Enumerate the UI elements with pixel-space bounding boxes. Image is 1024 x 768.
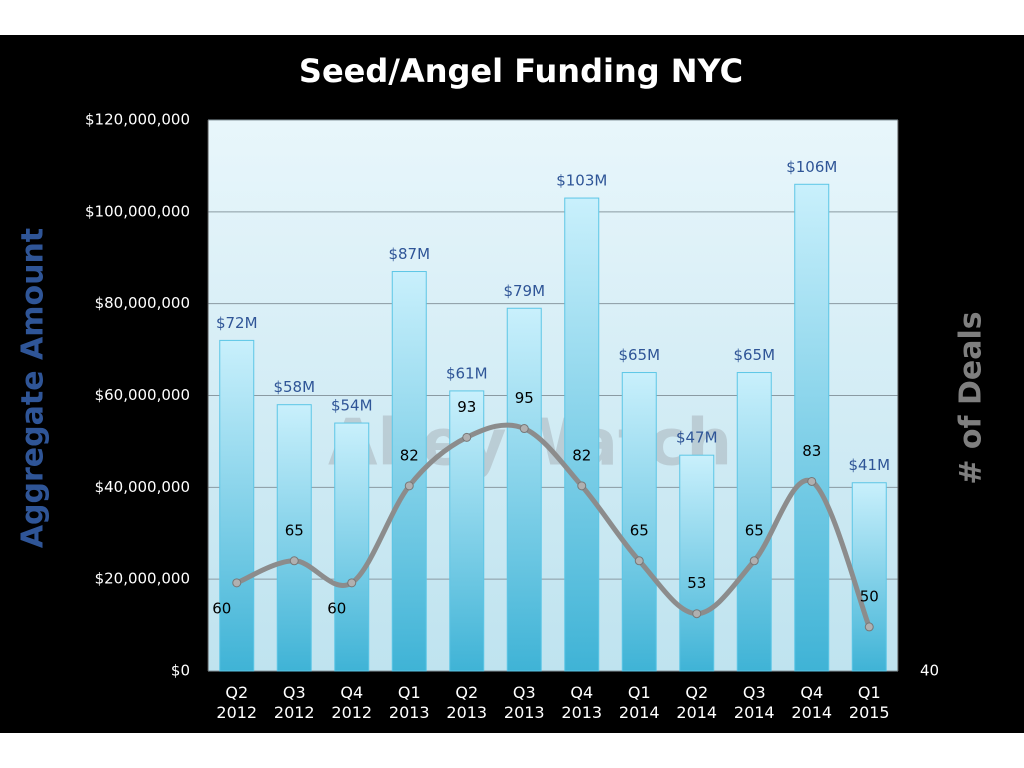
y-tick-label: $100,000,000 xyxy=(85,202,190,220)
bar-value-label: $65M xyxy=(618,346,660,364)
y2-tick-label: 40 xyxy=(920,662,939,680)
deals-value-label: 82 xyxy=(572,446,591,464)
bar-value-label: $54M xyxy=(331,397,373,415)
bar xyxy=(621,372,657,672)
deals-point xyxy=(577,481,587,491)
bar xyxy=(276,404,312,672)
deals-point xyxy=(347,578,357,588)
x-tick-label: Q1 2013 xyxy=(388,683,430,722)
y2-axis-label: # of Deals xyxy=(954,311,989,484)
deals-point xyxy=(749,556,759,566)
y-axis-label: Aggregate Amount xyxy=(16,228,51,548)
y-tick-label: $120,000,000 xyxy=(85,111,190,129)
deals-point xyxy=(692,609,702,619)
y-tick-label: $40,000,000 xyxy=(95,478,190,496)
bar-value-label: $61M xyxy=(446,364,488,382)
deals-point xyxy=(404,481,414,491)
x-tick-label: Q2 2012 xyxy=(216,683,258,722)
bar xyxy=(219,339,255,672)
bar-value-label: $106M xyxy=(786,158,837,176)
bar-value-label: $103M xyxy=(556,172,607,190)
x-tick-label: Q1 2014 xyxy=(618,683,660,722)
bar xyxy=(794,183,830,672)
x-tick-label: Q2 2014 xyxy=(676,683,718,722)
y-tick-label: $20,000,000 xyxy=(95,570,190,588)
bar-value-label: $65M xyxy=(733,346,775,364)
deals-value-label: 65 xyxy=(285,521,304,539)
bar xyxy=(334,422,370,672)
x-tick-label: Q3 2013 xyxy=(503,683,545,722)
deals-value-label: 50 xyxy=(860,587,879,605)
bar-value-label: $79M xyxy=(503,282,545,300)
bar xyxy=(851,482,887,672)
deals-point xyxy=(864,622,874,632)
x-tick-label: Q1 2015 xyxy=(848,683,890,722)
deals-value-label: 65 xyxy=(630,521,649,539)
bar-value-label: $72M xyxy=(216,314,258,332)
bar xyxy=(564,197,600,672)
bar xyxy=(449,390,485,672)
deals-value-label: 53 xyxy=(687,574,706,592)
x-tick-label: Q4 2012 xyxy=(331,683,373,722)
bar-value-label: $87M xyxy=(388,245,430,263)
x-tick-label: Q3 2012 xyxy=(273,683,315,722)
x-tick-label: Q4 2013 xyxy=(561,683,603,722)
chart-title: Seed/Angel Funding NYC xyxy=(299,52,743,90)
deals-point xyxy=(519,424,529,434)
bar-value-label: $58M xyxy=(273,378,315,396)
deals-value-label: 82 xyxy=(400,446,419,464)
y-tick-label: $0 xyxy=(171,662,190,680)
deals-value-label: 60 xyxy=(212,599,231,617)
deals-point xyxy=(634,556,644,566)
deals-value-label: 65 xyxy=(745,521,764,539)
x-tick-label: Q4 2014 xyxy=(791,683,833,722)
bar xyxy=(736,372,772,672)
bar-value-label: $41M xyxy=(848,456,890,474)
deals-value-label: 60 xyxy=(327,599,346,617)
bar-value-label: $47M xyxy=(676,429,718,447)
x-tick-label: Q2 2013 xyxy=(446,683,488,722)
x-tick-label: Q3 2014 xyxy=(733,683,775,722)
deals-value-label: 93 xyxy=(457,398,476,416)
deals-value-label: 95 xyxy=(515,389,534,407)
deals-point xyxy=(807,476,817,486)
bar xyxy=(679,454,715,672)
y-tick-label: $80,000,000 xyxy=(95,294,190,312)
deals-value-label: 83 xyxy=(802,442,821,460)
deals-point xyxy=(289,556,299,566)
bar xyxy=(506,307,542,672)
deals-point xyxy=(462,432,472,442)
deals-point xyxy=(232,578,242,588)
y-tick-label: $60,000,000 xyxy=(95,386,190,404)
